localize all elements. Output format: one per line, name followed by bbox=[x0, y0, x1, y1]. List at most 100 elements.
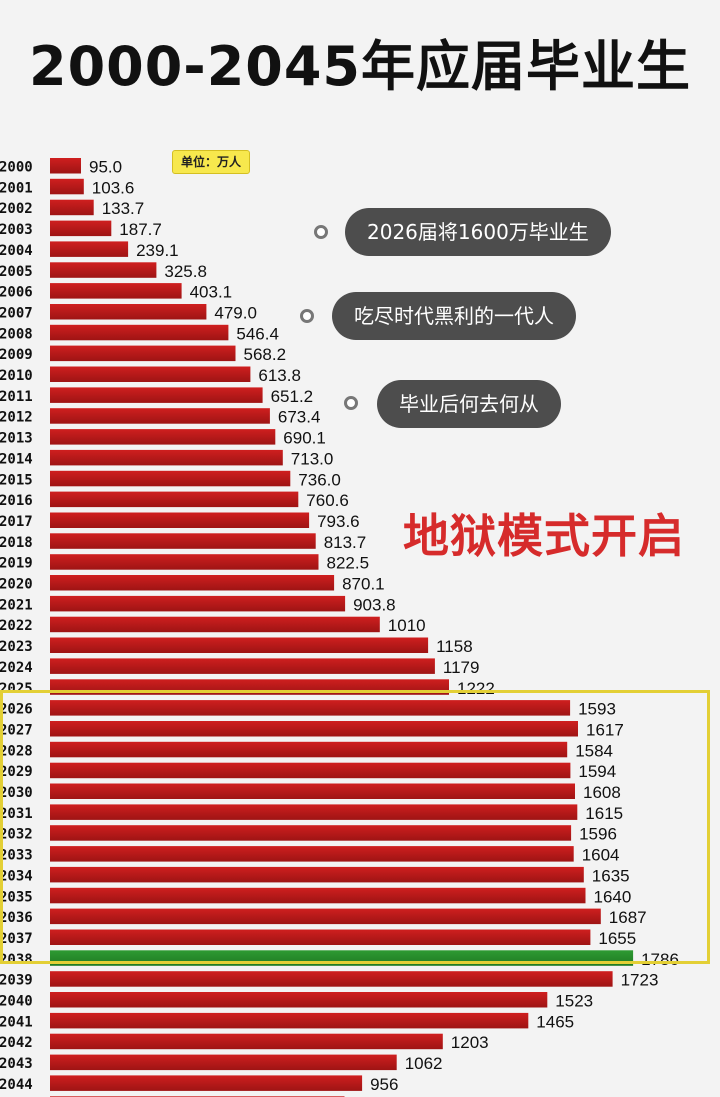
bar bbox=[50, 1012, 529, 1029]
callout-3: 毕业后何去何从 bbox=[377, 380, 561, 428]
year-label: 2036 bbox=[0, 910, 33, 926]
year-label: 2021 bbox=[0, 597, 33, 613]
value-label: 239.1 bbox=[136, 241, 179, 260]
year-label: 2005 bbox=[0, 264, 33, 280]
bar bbox=[50, 866, 584, 883]
bar bbox=[50, 992, 548, 1008]
year-label: 2030 bbox=[0, 785, 33, 801]
bar bbox=[50, 825, 572, 841]
year-label: 2013 bbox=[0, 431, 33, 447]
value-label: 1179 bbox=[443, 658, 480, 677]
value-label: 1786 bbox=[641, 950, 679, 969]
year-label: 2014 bbox=[0, 451, 33, 467]
bar bbox=[50, 324, 229, 341]
value-label: 133.7 bbox=[102, 199, 145, 218]
bar bbox=[50, 679, 449, 695]
unit-label: 单位：万人 bbox=[172, 150, 251, 174]
bar bbox=[50, 199, 94, 216]
year-label: 2015 bbox=[0, 472, 33, 488]
year-label: 2016 bbox=[0, 493, 33, 509]
bar bbox=[50, 554, 319, 570]
year-label: 2001 bbox=[0, 180, 33, 196]
year-label: 2024 bbox=[0, 660, 33, 676]
bar bbox=[50, 491, 299, 508]
bar bbox=[50, 616, 380, 633]
value-label: 1594 bbox=[578, 762, 616, 781]
value-label: 813.7 bbox=[324, 533, 367, 552]
bar bbox=[50, 449, 283, 466]
year-label: 2044 bbox=[0, 1077, 33, 1093]
bar bbox=[50, 241, 129, 257]
value-label: 870.1 bbox=[342, 575, 385, 594]
year-label: 2026 bbox=[0, 702, 33, 718]
value-label: 403.1 bbox=[190, 283, 233, 302]
bar bbox=[50, 804, 578, 820]
year-label: 2018 bbox=[0, 535, 33, 551]
year-label: 2004 bbox=[0, 243, 33, 259]
value-label: 1635 bbox=[592, 866, 630, 885]
hell-mode-text: 地狱模式开启 bbox=[403, 509, 685, 563]
bar bbox=[50, 658, 435, 674]
year-label: 2038 bbox=[0, 952, 33, 968]
year-label: 2017 bbox=[0, 514, 33, 530]
bar bbox=[50, 470, 291, 487]
value-label: 903.8 bbox=[353, 595, 396, 614]
year-label: 2011 bbox=[0, 389, 33, 405]
bar bbox=[50, 783, 575, 799]
bar bbox=[50, 220, 112, 237]
value-label: 1465 bbox=[536, 1012, 574, 1031]
year-label: 2032 bbox=[0, 827, 33, 843]
bar bbox=[50, 366, 251, 382]
year-label: 2028 bbox=[0, 743, 33, 759]
value-label: 1615 bbox=[585, 804, 623, 823]
bar bbox=[50, 971, 613, 987]
year-label: 2042 bbox=[0, 1035, 33, 1051]
year-label: 2034 bbox=[0, 868, 33, 884]
bar bbox=[50, 387, 263, 403]
callout-dot-3 bbox=[344, 396, 358, 410]
year-label: 2031 bbox=[0, 806, 33, 822]
value-label: 1640 bbox=[594, 887, 632, 906]
value-label: 103.6 bbox=[92, 178, 135, 197]
value-label: 1222 bbox=[457, 679, 495, 698]
year-label: 2002 bbox=[0, 201, 33, 217]
bar bbox=[50, 429, 276, 445]
bar bbox=[50, 1075, 363, 1091]
year-label: 2012 bbox=[0, 410, 33, 426]
callout-2: 吃尽时代黑利的一代人 bbox=[332, 292, 576, 340]
value-label: 651.2 bbox=[271, 387, 314, 406]
callout-dot-1 bbox=[314, 225, 328, 239]
year-label: 2027 bbox=[0, 723, 33, 739]
title: 2000-2045年应届毕业生 bbox=[29, 35, 691, 98]
bar bbox=[50, 283, 182, 299]
year-label: 2008 bbox=[0, 326, 33, 342]
value-label: 1604 bbox=[582, 846, 620, 865]
value-label: 956 bbox=[370, 1075, 398, 1094]
value-label: 325.8 bbox=[164, 262, 207, 281]
year-label: 2040 bbox=[0, 994, 33, 1010]
bar bbox=[50, 741, 568, 758]
value-label: 902 bbox=[353, 1096, 381, 1097]
year-label: 2037 bbox=[0, 931, 33, 947]
value-label: 1655 bbox=[598, 929, 636, 948]
bar bbox=[50, 887, 586, 904]
value-label: 1596 bbox=[579, 825, 617, 844]
value-label: 187.7 bbox=[119, 220, 162, 239]
year-label: 2043 bbox=[0, 1056, 33, 1072]
value-label: 1593 bbox=[578, 700, 616, 719]
bar bbox=[50, 533, 316, 549]
year-label: 2007 bbox=[0, 306, 33, 322]
bar bbox=[50, 408, 270, 424]
bar bbox=[50, 158, 81, 174]
value-label: 793.6 bbox=[317, 512, 360, 531]
callout-1: 2026届将1600万毕业生 bbox=[345, 208, 611, 256]
value-label: 822.5 bbox=[327, 554, 370, 573]
year-label: 2022 bbox=[0, 618, 33, 634]
bar bbox=[50, 304, 207, 320]
value-label: 760.6 bbox=[306, 491, 349, 510]
year-label: 2020 bbox=[0, 577, 33, 593]
bar bbox=[50, 700, 571, 716]
bar bbox=[50, 262, 157, 278]
